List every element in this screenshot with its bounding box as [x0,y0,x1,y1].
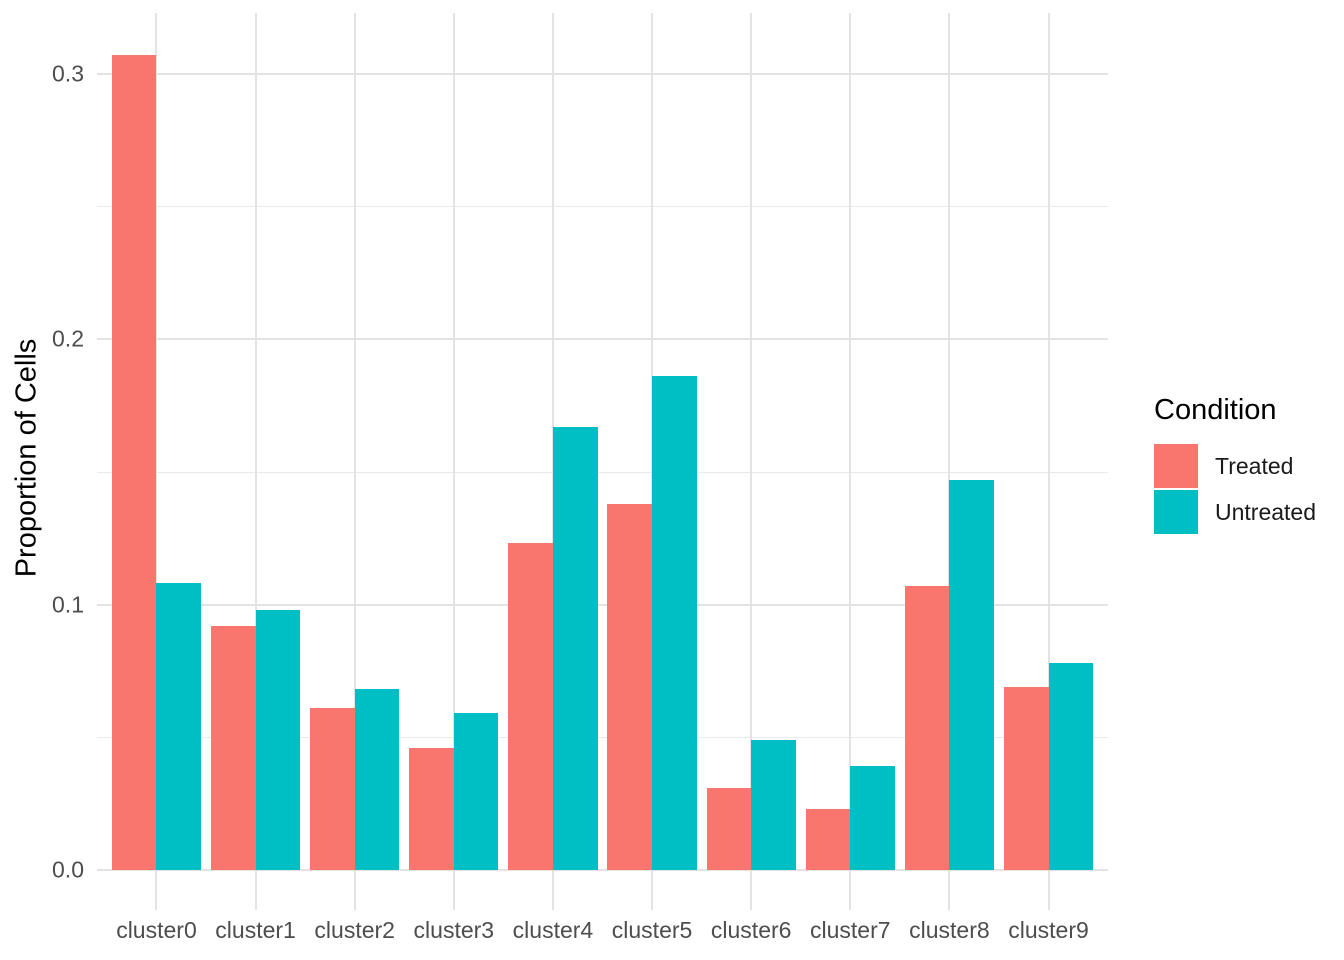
x-tick-label-cluster8: cluster8 [909,917,990,943]
bar-treated-cluster6 [706,787,752,870]
bar-untreated-cluster0 [156,583,202,870]
x-tick-label-cluster5: cluster5 [611,917,693,943]
bar-untreated-cluster6 [751,739,796,870]
y-axis-title: Proportion of Cells [10,338,43,578]
gridline-major-y0.2 [97,338,1108,340]
bar-untreated-cluster4 [552,426,598,870]
legend-label-untreated: Untreated [1215,498,1317,525]
bar-untreated-cluster1 [255,609,301,870]
gridline-x-cluster7 [849,13,852,910]
y-tick-label-0.0: 0.0 [52,856,84,883]
gridline-x-cluster8 [948,13,951,910]
legend-swatch-untreated [1154,490,1198,534]
gridline-x-cluster2 [353,13,356,910]
gridline-minor-y0.05 [97,737,1108,739]
legend-item-treated: Treated [1154,444,1316,488]
gridline-major-y0.1 [97,603,1108,606]
bar-treated-cluster4 [508,543,553,870]
bar-treated-cluster7 [805,808,851,870]
y-tick-label-0.3: 0.3 [52,60,84,86]
bar-treated-cluster8 [904,585,950,870]
bar-treated-cluster5 [607,503,653,870]
plot-panel [97,13,1108,910]
gridline-minor-y0.15 [97,471,1108,473]
x-tick-label-cluster7: cluster7 [810,917,891,943]
bar-untreated-cluster7 [850,766,895,870]
x-tick-label-cluster9: cluster9 [1008,917,1089,943]
bar-untreated-cluster2 [354,689,400,870]
bar-treated-cluster1 [210,625,256,870]
y-tick-label-0.1: 0.1 [52,591,84,617]
x-tick-label-cluster4: cluster4 [512,917,594,943]
gridline-x-cluster1 [254,13,257,910]
x-tick-label-cluster1: cluster1 [215,917,296,943]
bar-untreated-cluster8 [949,479,994,870]
gridline-major-y0.3 [97,72,1108,75]
legend-title: Condition [1154,394,1277,426]
legend-label-treated: Treated [1215,452,1294,479]
bar-treated-cluster9 [1003,686,1049,870]
y-tick-label-0.2: 0.2 [52,325,84,352]
bar-treated-cluster0 [111,54,157,870]
x-tick-label-cluster0: cluster0 [116,917,197,943]
x-tick-label-cluster6: cluster6 [710,917,792,943]
gridline-major-y0 [97,869,1108,871]
gridline-x-cluster6 [750,13,753,910]
bar-treated-cluster3 [409,747,454,870]
legend: Condition Treated Untreated [1154,394,1316,536]
bar-untreated-cluster9 [1048,662,1094,870]
legend-item-untreated: Untreated [1154,490,1316,534]
bar-treated-cluster2 [310,708,355,870]
bar-untreated-cluster5 [652,376,697,870]
gridline-x-cluster3 [452,13,455,910]
gridline-minor-y0.25 [97,206,1108,208]
x-tick-label-cluster3: cluster3 [413,917,495,943]
bar-untreated-cluster3 [453,713,499,870]
x-tick-label-cluster2: cluster2 [314,917,395,943]
gridline-x-cluster0 [155,13,158,910]
gridline-x-cluster9 [1047,13,1050,910]
legend-swatch-treated [1154,444,1198,488]
